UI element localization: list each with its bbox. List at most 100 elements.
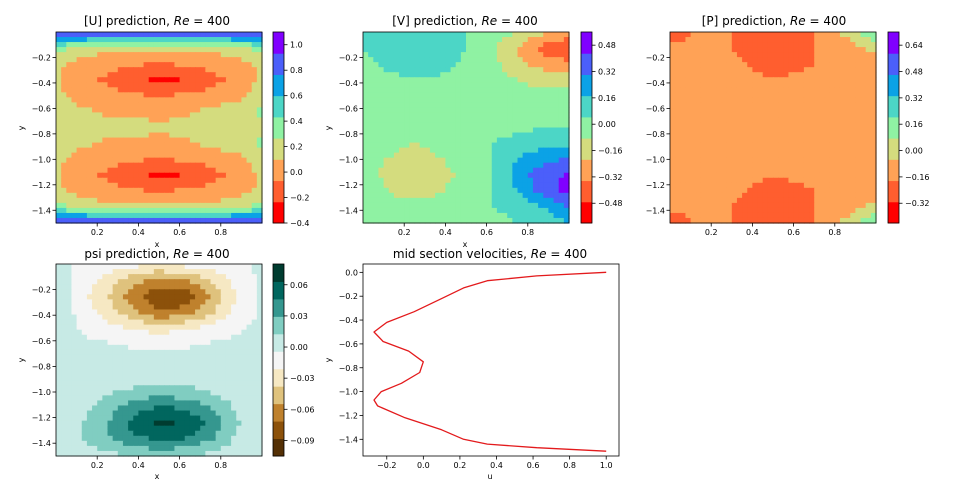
v-prediction-cell [486,62,493,68]
p-prediction-cell [839,162,846,169]
v-prediction-cell [393,47,400,53]
p-prediction-cell [773,92,779,98]
p-prediction-cell [685,97,692,103]
v-prediction-cell [393,72,400,78]
p-prediction-cell [767,182,774,189]
u-prediction-cell [76,32,83,38]
u-prediction-cell [215,77,222,83]
u-prediction-cell [86,37,93,43]
u-prediction-cell [205,212,212,219]
v-prediction-cell [538,37,544,43]
p-prediction-cell [814,127,820,134]
p-prediction-cell [860,157,867,164]
u-prediction-cell [241,147,248,154]
u-prediction-cell [128,62,134,68]
p-prediction-cell [834,82,841,88]
p-prediction-cell [839,112,846,119]
u-prediction-cell [97,137,103,144]
v-prediction-cell [538,47,544,53]
p-prediction-xtick-label: 0.2 [705,228,718,237]
p-prediction-cell [845,87,851,93]
v-prediction-cell [532,202,539,209]
p-prediction-cell [685,37,692,43]
p-prediction-cell [680,177,687,184]
u-prediction-cell [112,77,119,83]
u-prediction-cell [107,147,114,154]
p-prediction-cell [793,52,800,58]
u-prediction-cell [112,112,119,119]
v-prediction-cell [517,162,524,169]
p-prediction-cell [870,157,877,164]
v-prediction-cell [409,162,416,169]
p-prediction-cell [742,187,748,194]
p-prediction-cell [726,167,733,174]
v-prediction-cell [435,142,441,149]
psi-prediction-cell [205,284,212,290]
psi-prediction-cell [122,284,129,290]
v-prediction-cell [471,142,477,149]
v-prediction-cell [450,147,457,154]
p-prediction-cell [865,117,872,124]
v-prediction-cell [414,32,421,38]
u-prediction-cell [133,57,139,63]
psi-prediction-cell [159,274,165,280]
u-prediction-cell [148,32,155,38]
v-prediction-cell [455,37,462,43]
p-prediction-colorbar-band [888,116,899,139]
psi-prediction-cell [231,274,237,280]
p-prediction-cell [865,127,872,134]
v-prediction-cell [368,207,374,214]
u-prediction-cell [102,117,109,124]
p-prediction-cell [731,117,738,124]
p-prediction-cell [670,72,676,78]
p-prediction-cell [870,152,877,159]
p-prediction-cell [793,117,800,124]
u-prediction-cell [97,37,103,43]
p-prediction-cell [865,42,872,48]
p-prediction-cell [865,67,872,73]
psi-prediction-cell [138,284,145,290]
u-prediction-cell [76,202,83,209]
v-prediction-cell [502,202,508,209]
p-prediction-cell [865,132,872,139]
v-prediction-cell [553,47,560,53]
p-prediction-colorbar-band [888,159,899,182]
p-prediction-cell [819,217,826,224]
v-prediction-cell [527,167,534,174]
u-prediction-cell [231,172,237,179]
u-prediction-cell [215,127,222,134]
u-prediction-cell [179,197,186,204]
v-prediction-cell [388,112,395,119]
psi-prediction-cell [200,294,206,300]
p-prediction-cell [695,122,702,129]
u-prediction-cell [205,172,212,179]
v-prediction-cell [404,107,410,114]
v-prediction-cell [399,87,405,93]
u-prediction-cell [102,32,109,38]
u-prediction-cell [117,132,124,139]
u-prediction-cell [92,52,98,58]
u-prediction-cell [169,122,176,129]
u-prediction-cell [210,177,217,184]
p-prediction-cell [742,107,748,114]
p-prediction-cell [870,172,877,179]
v-prediction-cell [532,47,539,53]
psi-prediction-cell [86,294,93,300]
p-prediction-cell [803,137,810,144]
psi-prediction-cell [81,264,88,270]
u-prediction-cell [56,112,62,119]
p-prediction-cell [670,52,676,58]
p-prediction-cell [767,157,774,164]
p-prediction-cell [690,117,697,124]
u-prediction-cell [195,147,201,154]
u-prediction-cell [61,212,67,219]
u-prediction-cell [86,182,93,189]
p-prediction-cell [803,97,810,103]
u-prediction-cell [153,162,160,169]
v-prediction-cell [512,87,519,93]
p-prediction-cell [747,202,753,209]
v-prediction-cell [368,47,374,53]
v-prediction-cell [399,187,405,194]
p-prediction-cell [742,177,748,184]
u-prediction-cell [86,112,93,119]
